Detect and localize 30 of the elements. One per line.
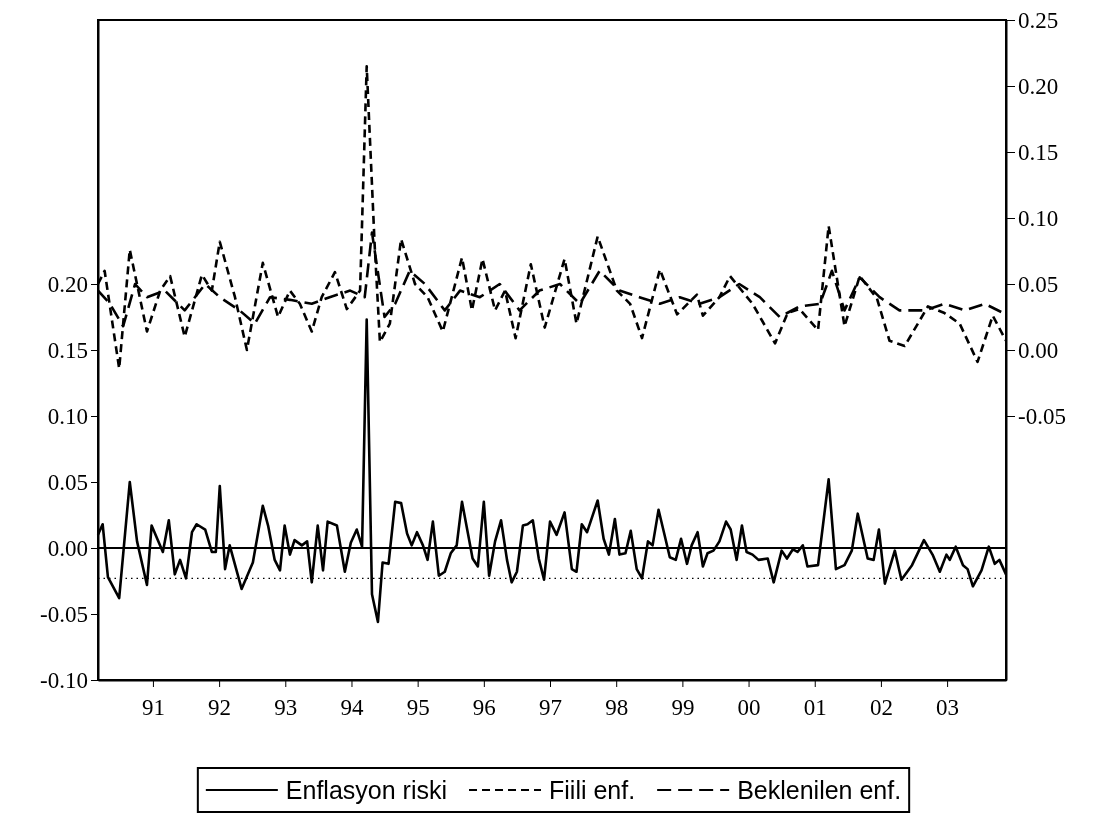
y2-tick-label: 0.00 <box>1018 337 1059 363</box>
legend-label: Enflasyon riski <box>285 776 448 804</box>
y-tick-label: 0.00 <box>47 535 88 561</box>
x-tick-label: 92 <box>208 695 232 721</box>
x-tick-label: 95 <box>406 695 430 721</box>
y-tick-label: 0.05 <box>47 469 88 495</box>
x-tick-label: 00 <box>737 695 761 721</box>
x-tick-label: 02 <box>869 695 893 721</box>
x-tick-label: 96 <box>472 695 496 721</box>
y2-tick-label: 0.20 <box>1018 73 1059 99</box>
legend-label: Fiili enf. <box>549 776 636 804</box>
x-tick-label: 01 <box>803 695 827 721</box>
x-tick-label: 98 <box>605 695 629 721</box>
y-tick-label: -0.10 <box>40 667 88 693</box>
y-tick-label: 0.20 <box>47 271 88 297</box>
y2-tick-label: 0.05 <box>1018 271 1059 297</box>
x-tick-label: 93 <box>274 695 298 721</box>
y-tick-label: -0.05 <box>40 601 88 627</box>
y-tick-label: 0.10 <box>47 403 88 429</box>
y2-tick-label: 0.25 <box>1018 7 1059 33</box>
y-tick-label: 0.15 <box>47 337 88 363</box>
x-tick-label: 94 <box>340 695 364 721</box>
x-tick-label: 99 <box>671 695 695 721</box>
x-tick-label: 03 <box>936 695 960 721</box>
x-tick-label: 91 <box>141 695 165 721</box>
x-tick-label: 97 <box>539 695 563 721</box>
y2-tick-label: 0.10 <box>1018 205 1059 231</box>
y2-tick-label: 0.15 <box>1018 139 1059 165</box>
y2-tick-label: -0.05 <box>1018 403 1066 429</box>
legend-label: Beklenilen enf. <box>737 776 902 804</box>
